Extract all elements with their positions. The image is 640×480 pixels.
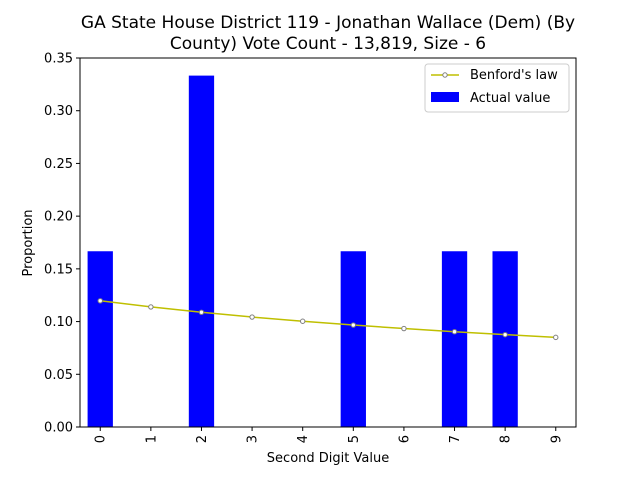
x-tick-label: 6	[397, 435, 412, 443]
legend-actual-swatch	[431, 92, 459, 102]
x-tick-label: 5	[347, 435, 362, 443]
x-tick-label: 0	[94, 435, 109, 443]
bar-digit-2	[188, 75, 215, 428]
benford-point-7	[451, 328, 458, 335]
plot-area: 0.00 0.05 0.10 0.15 0.20 0.25 0.30 0.35 0 1 2 3 4 5 6 7…	[44, 52, 577, 443]
x-tick-label: 4	[296, 435, 311, 443]
bar-digit-8	[492, 251, 518, 427]
benford-point-5	[350, 322, 357, 328]
y-tick-label: 0.35	[44, 52, 73, 67]
bar-digit-5	[340, 251, 366, 427]
benford-point-9	[553, 334, 559, 341]
plot-frame	[79, 57, 577, 428]
y-tick-label: 0.10	[44, 315, 73, 330]
x-tick-label: 3	[246, 435, 261, 443]
y-tick-label: 0.30	[44, 104, 73, 119]
benford-point-1	[148, 304, 154, 310]
legend: Benford's law Actual value	[424, 63, 570, 113]
chart-title-line-1: GA State House District 119 - Jonathan W…	[81, 13, 575, 33]
y-tick-label: 0.20	[44, 210, 73, 225]
x-tick-label: 7	[448, 435, 463, 443]
x-tick-label: 9	[549, 435, 564, 443]
bar-digit-0	[87, 251, 113, 427]
benford-point-3	[249, 314, 255, 320]
legend-benford-label: Benford's law	[470, 68, 558, 83]
x-axis-label: Second Digit Value	[267, 451, 389, 466]
x-tick-label: 8	[499, 435, 514, 443]
benford-point-2	[198, 309, 205, 315]
y-tick-label: 0.05	[44, 368, 73, 383]
benford-point-4	[299, 318, 306, 324]
chart-title-line-2: County) Vote Count - 13,819, Size - 6	[170, 34, 486, 54]
benford-line	[100, 300, 556, 339]
x-tick-label: 1	[144, 435, 159, 443]
benford-point-8	[502, 331, 508, 338]
bar-digit-7	[441, 251, 468, 427]
legend-frame	[424, 63, 570, 113]
x-tick-label: 2	[195, 435, 210, 443]
benford-point-0	[97, 298, 103, 304]
y-tick-label: 0.00	[44, 421, 73, 436]
y-tick-label: 0.15	[44, 262, 73, 277]
benford-point-6	[401, 325, 407, 332]
y-tick-label: 0.25	[44, 157, 73, 172]
y-axis-label: Proportion	[21, 209, 36, 276]
legend-actual-label: Actual value	[470, 91, 550, 106]
legend-benford-marker-swatch	[442, 72, 448, 78]
